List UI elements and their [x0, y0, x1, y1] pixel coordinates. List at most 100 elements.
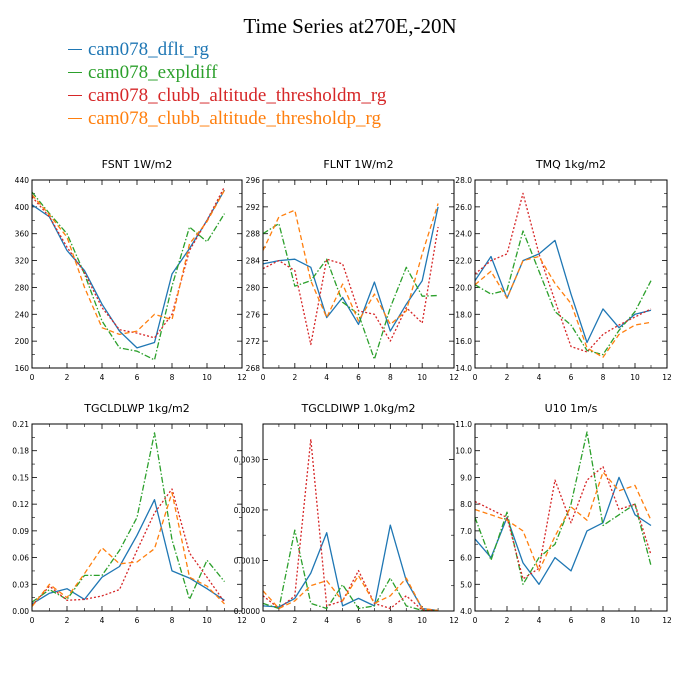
- series-line: [262, 206, 439, 332]
- legend-swatch: [68, 95, 82, 96]
- y-tick-label: 5.0: [460, 580, 472, 589]
- series-line: [262, 574, 439, 612]
- x-tick-label: 8: [170, 616, 175, 625]
- y-tick-label: 360: [15, 230, 30, 239]
- chart-title: U10 1m/s: [545, 402, 598, 415]
- y-tick-label: 400: [15, 203, 30, 212]
- x-tick-label: 0: [30, 616, 35, 625]
- y-tick-label: 11.0: [455, 420, 472, 429]
- y-tick-label: 280: [15, 283, 30, 292]
- y-tick-label: 8.0: [460, 500, 472, 509]
- y-tick-label: 18.0: [455, 310, 472, 319]
- y-tick-label: 20.0: [455, 283, 472, 292]
- legend: cam078_dflt_rg cam078_expldiff cam078_cl…: [68, 38, 386, 130]
- chart-title: TMQ 1kg/m2: [535, 158, 606, 171]
- series-line: [31, 191, 226, 361]
- x-tick-label: 8: [388, 616, 393, 625]
- series-line: [31, 499, 225, 605]
- x-tick-label: 10: [202, 616, 212, 625]
- legend-swatch: [68, 118, 82, 119]
- legend-swatch: [68, 49, 82, 50]
- plot-frame: [474, 423, 668, 612]
- series-line: [31, 491, 225, 607]
- series-line: [262, 203, 439, 326]
- y-tick-label: 16.0: [455, 337, 472, 346]
- y-tick-label: 276: [246, 310, 261, 319]
- y-tick-label: 0.18: [12, 447, 29, 456]
- legend-swatch: [68, 72, 82, 73]
- x-tick-label: 10: [202, 373, 212, 382]
- y-tick-label: 280: [246, 283, 261, 292]
- chart-title: TGCLDLWP 1kg/m2: [83, 402, 189, 415]
- y-tick-label: 0.0010: [234, 556, 260, 565]
- series-line: [31, 432, 226, 603]
- y-tick-label: 0.06: [12, 554, 29, 563]
- y-tick-label: 320: [15, 257, 30, 266]
- plot-frame: [31, 179, 243, 369]
- x-tick-label: 0: [473, 373, 478, 382]
- legend-item-thresholdp: cam078_clubb_altitude_thresholdp_rg: [68, 107, 386, 130]
- x-tick-label: 0: [261, 616, 266, 625]
- x-tick-label: 12: [449, 373, 459, 382]
- chart-title: TGCLDIWP 1.0kg/m2: [300, 402, 415, 415]
- chart-title: FSNT 1W/m2: [102, 158, 173, 171]
- y-tick-label: 0.12: [12, 500, 29, 509]
- series-line: [262, 222, 439, 360]
- x-tick-label: 2: [505, 373, 510, 382]
- x-tick-label: 4: [324, 616, 329, 625]
- y-tick-label: 9.0: [460, 473, 472, 482]
- series-line: [474, 230, 652, 356]
- series-line: [474, 192, 652, 353]
- x-tick-label: 8: [388, 373, 393, 382]
- y-tick-label: 160: [15, 364, 30, 373]
- y-tick-label: 7.0: [460, 527, 472, 536]
- y-tick-label: 0.03: [12, 580, 29, 589]
- y-tick-label: 272: [246, 337, 261, 346]
- x-tick-label: 4: [100, 616, 105, 625]
- y-tick-label: 200: [15, 337, 30, 346]
- y-tick-label: 0.0030: [234, 455, 260, 464]
- y-tick-label: 26.0: [455, 203, 472, 212]
- series-line: [262, 524, 439, 612]
- legend-label: cam078_dflt_rg: [88, 39, 210, 60]
- plot-frame: [31, 423, 243, 612]
- y-tick-label: 0.21: [12, 420, 29, 429]
- y-tick-label: 0.0000: [234, 607, 260, 616]
- y-tick-label: 0.15: [12, 473, 29, 482]
- x-tick-label: 8: [601, 373, 606, 382]
- x-tick-label: 4: [324, 373, 329, 382]
- series-line: [31, 488, 226, 607]
- series-line: [31, 189, 226, 336]
- series-line: [262, 529, 439, 612]
- y-tick-label: 4.0: [460, 607, 472, 616]
- legend-item-expldiff: cam078_expldiff: [68, 61, 386, 84]
- x-tick-label: 10: [630, 616, 640, 625]
- y-tick-label: 240: [15, 310, 30, 319]
- x-tick-label: 2: [65, 616, 70, 625]
- series-line: [474, 466, 652, 580]
- legend-label: cam078_expldiff: [88, 62, 218, 83]
- series-line: [474, 255, 652, 358]
- x-tick-label: 6: [569, 373, 574, 382]
- x-tick-label: 12: [237, 616, 247, 625]
- series-line: [31, 186, 226, 339]
- legend-item-dflt: cam078_dflt_rg: [68, 38, 386, 61]
- y-tick-label: 284: [246, 257, 261, 266]
- series-line: [474, 471, 652, 572]
- x-tick-label: 0: [30, 373, 35, 382]
- y-tick-label: 268: [246, 364, 261, 373]
- chart-title: FLNT 1W/m2: [323, 158, 393, 171]
- page-title: Time Series at270E,-20N: [243, 14, 457, 38]
- y-tick-label: 10.0: [455, 447, 472, 456]
- series-line: [31, 189, 226, 349]
- x-tick-label: 12: [449, 616, 459, 625]
- legend-item-thresholdm: cam078_clubb_altitude_thresholdm_rg: [68, 84, 386, 107]
- series-line: [262, 438, 439, 612]
- x-tick-label: 0: [473, 616, 478, 625]
- legend-label: cam078_clubb_altitude_thresholdm_rg: [88, 85, 387, 106]
- y-tick-label: 24.0: [455, 230, 472, 239]
- x-tick-label: 6: [135, 616, 140, 625]
- x-tick-label: 10: [630, 373, 640, 382]
- series-line: [474, 431, 652, 585]
